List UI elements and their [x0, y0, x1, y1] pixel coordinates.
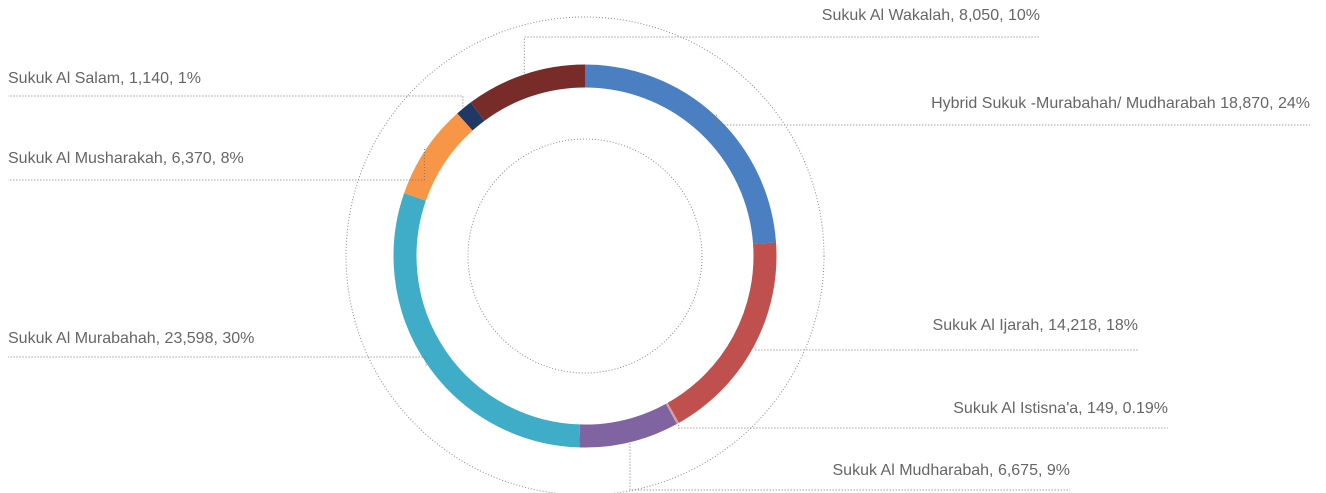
inner-guide	[467, 138, 703, 374]
segment-label: Sukuk Al Istisna'a, 149, 0.19%	[953, 400, 1168, 417]
leader-line	[754, 347, 1138, 351]
leader-line	[8, 356, 427, 366]
donut-segment	[470, 64, 586, 121]
leader-line	[716, 114, 1310, 126]
leader-line	[629, 443, 1070, 491]
leader-line	[8, 149, 425, 181]
donut-segment	[579, 403, 677, 448]
leader-line	[8, 95, 464, 107]
donut-segment	[404, 113, 473, 201]
donut-segment	[665, 402, 679, 425]
donut-segment	[393, 193, 580, 448]
segment-label: Hybrid Sukuk -Murabahah/ Mudharabah 18,8…	[931, 95, 1310, 112]
donut-segment	[667, 242, 777, 423]
segment-label: Sukuk Al Wakalah, 8,050, 10%	[822, 7, 1040, 24]
segment-label: Sukuk Al Murabahah, 23,598, 30%	[8, 330, 254, 347]
outer-guide	[345, 16, 825, 493]
segment-label: Sukuk Al Ijarah, 14,218, 18%	[933, 317, 1138, 334]
leader-line	[678, 424, 1168, 429]
donut-segment	[457, 102, 485, 131]
segment-label: Sukuk Al Salam, 1,140, 1%	[8, 70, 201, 87]
donut-segment	[584, 64, 777, 245]
segment-label: Sukuk Al Musharakah, 6,370, 8%	[8, 150, 244, 167]
segment-label: Sukuk Al Mudharabah, 6,675, 9%	[833, 462, 1071, 479]
